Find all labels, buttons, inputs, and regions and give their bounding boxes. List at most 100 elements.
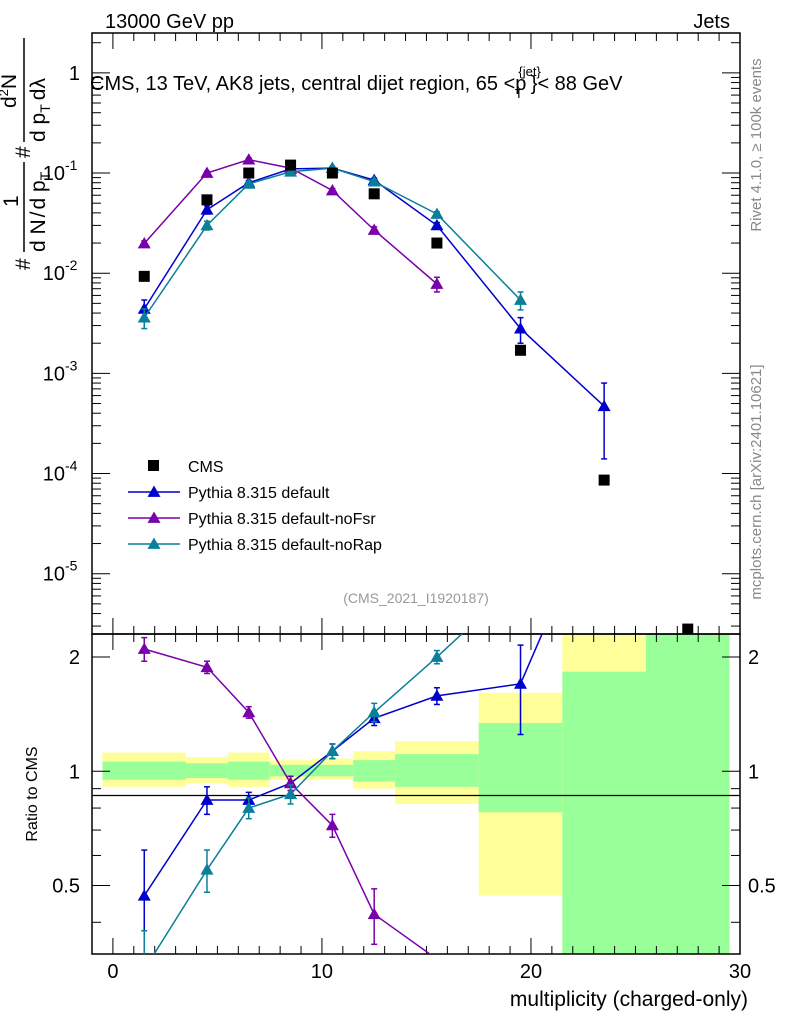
- legend-label-default: Pythia 8.315 default: [188, 485, 330, 502]
- ylabel-num2: d2N: [0, 74, 21, 108]
- band-inner-6: [395, 754, 479, 787]
- point-cms: [201, 194, 213, 206]
- ratio-point-norap: [514, 573, 527, 584]
- ylabel-num1: 1: [0, 195, 23, 207]
- y-tick-label: 1: [69, 63, 80, 85]
- ratio-point-nofsr: [436, 952, 438, 954]
- ratio-tick-label-left: 0.5: [52, 876, 80, 898]
- point-nofsr: [200, 166, 214, 178]
- header-left: 13000 GeV pp: [105, 11, 234, 33]
- analysis-id: (CMS_2021_I1920187): [343, 590, 489, 606]
- legend-label-norap: Pythia 8.315 default-noRap: [188, 537, 382, 554]
- point-nofsr: [242, 153, 256, 165]
- y-tick-label: 10: [43, 363, 65, 385]
- y-tick-label-exp: -5: [65, 558, 78, 574]
- rivet-label: Rivet 4.1.0, ≥ 100k events: [748, 58, 765, 231]
- legend-marker-nofsr: [147, 511, 161, 523]
- ratio-point-norap: [138, 963, 151, 974]
- x-tick-label: 20: [520, 961, 542, 983]
- ratio-point-default: [430, 689, 444, 701]
- point-default: [430, 218, 444, 231]
- ylabel-hash-2: #: [12, 146, 35, 158]
- ratio-tick-label-left: 1: [69, 761, 80, 783]
- y-tick-label-exp: -1: [65, 157, 78, 173]
- ratio-point-nofsr: [325, 818, 339, 831]
- ratio-tick-label-right: 1: [748, 761, 759, 783]
- point-cms: [138, 270, 150, 282]
- band-inner-7: [478, 723, 563, 813]
- ratio-point-default: [514, 677, 528, 689]
- point-norap: [284, 165, 298, 177]
- ylabel-den2: d pTdλ: [27, 78, 53, 142]
- point-nofsr: [430, 277, 444, 289]
- point-cms: [431, 237, 443, 249]
- point-nofsr: [367, 223, 381, 235]
- band-inner-1: [186, 763, 228, 779]
- ratio-tick-label-right: 2: [748, 647, 759, 669]
- ratio-point-norap: [200, 863, 214, 875]
- ratio-panel-frame: [91, 633, 741, 955]
- ratio-point-norap: [430, 650, 444, 662]
- ratio-point-nofsr: [367, 907, 381, 920]
- ratio-point-default: [137, 889, 151, 901]
- legend-marker-norap: [147, 537, 161, 549]
- y-tick-label: 10: [43, 564, 65, 586]
- point-nofsr: [137, 236, 151, 249]
- y-tick-label: 10: [43, 263, 65, 285]
- ratio-point-nofsr: [284, 776, 298, 789]
- point-cms: [368, 188, 380, 200]
- main-plot-data: [137, 153, 694, 634]
- y-tick-label-exp: -4: [65, 458, 78, 474]
- ratio-y-axis-label: Ratio to CMS: [24, 746, 41, 841]
- ratio-tick-label-right: 0.5: [748, 876, 776, 898]
- series-line-default: [143, 167, 605, 407]
- band-inner-4: [311, 764, 354, 777]
- ylabel-den1: d N/d pT: [27, 171, 53, 252]
- point-norap: [367, 175, 381, 187]
- y-tick-label-exp: -2: [65, 257, 78, 273]
- band-inner-8: [562, 671, 646, 954]
- point-default: [200, 203, 214, 215]
- point-cms: [285, 159, 297, 171]
- band-inner-2: [227, 761, 270, 780]
- point-nofsr: [325, 183, 339, 196]
- point-norap: [137, 311, 151, 323]
- point-norap: [514, 293, 528, 305]
- point-default: [597, 399, 611, 412]
- legend-label-cms: CMS: [188, 459, 224, 476]
- mcplots-label: mcplots.cern.ch [arXiv:2401.10621]: [748, 364, 765, 599]
- ratio-bands: [102, 634, 730, 954]
- point-default: [137, 302, 151, 314]
- series-line-nofsr: [143, 158, 438, 285]
- ratio-point-norap: [242, 801, 256, 813]
- ratio-line-norap: [153, 634, 463, 954]
- point-default: [514, 322, 528, 334]
- header-right: Jets: [693, 11, 730, 33]
- band-inner-3: [269, 764, 312, 777]
- point-norap: [200, 218, 214, 231]
- ratio-tick-label-left: 2: [69, 647, 80, 669]
- ratio-point-nofsr: [137, 642, 151, 654]
- x-tick-label: 30: [729, 961, 751, 983]
- point-cms: [326, 167, 338, 179]
- y-tick-label: 10: [43, 163, 65, 185]
- legend-marker-cms: [148, 460, 159, 471]
- legend-label-nofsr: Pythia 8.315 default-noFsr: [188, 511, 376, 528]
- chart-title: CMS, 13 TeV, AK8 jets, central dijet reg…: [90, 64, 623, 101]
- legend-marker-default: [147, 485, 161, 497]
- y-tick-label-exp: -3: [65, 357, 78, 373]
- x-tick-label: 0: [107, 961, 118, 983]
- point-cms: [682, 623, 694, 634]
- y-axis-label: # 1 d N/d pT # d2N d pTdλ: [0, 38, 53, 270]
- ratio-point-norap: [367, 705, 381, 718]
- ylabel-hash-1: #: [12, 258, 35, 270]
- point-cms: [243, 167, 255, 179]
- ratio-point-nofsr: [242, 705, 256, 718]
- point-cms: [598, 474, 610, 486]
- ratio-point-norap: [325, 744, 339, 757]
- point-norap: [430, 207, 444, 219]
- x-tick-label: 10: [311, 961, 333, 983]
- band-inner-9: [645, 634, 730, 954]
- y-tick-label: 10: [43, 464, 65, 486]
